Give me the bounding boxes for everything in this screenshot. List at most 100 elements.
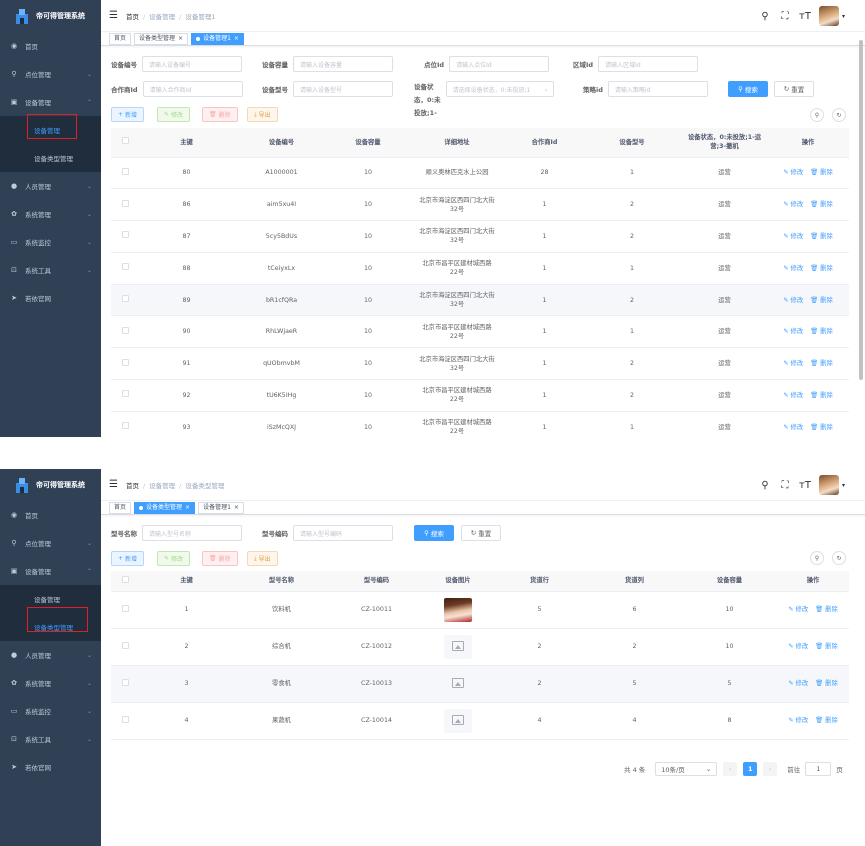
tag-device-management[interactable]: 设备管理1 ×: [198, 501, 244, 514]
tag-home[interactable]: 首页: [109, 32, 132, 45]
row-edit-link[interactable]: ✎ 修改: [788, 680, 808, 687]
page-size-select[interactable]: 10条/页 ⌄: [655, 762, 718, 776]
close-icon[interactable]: ×: [185, 503, 191, 511]
page-number-button[interactable]: 1: [743, 762, 758, 776]
delete-button[interactable]: 🗑 删除: [202, 107, 238, 122]
sidebar-item-system[interactable]: ✿ 系统管理 ⌄: [0, 200, 101, 228]
row-edit-link[interactable]: ✎ 修改: [783, 233, 803, 240]
status-select[interactable]: 请选择设备状态，0:未投放;1 ⌄: [445, 81, 554, 97]
row-edit-link[interactable]: ✎ 修改: [783, 265, 803, 272]
row-checkbox[interactable]: [121, 678, 129, 686]
sidebar-subitem-device-type[interactable]: 设备类型管理: [0, 144, 101, 172]
row-edit-link[interactable]: ✎ 修改: [783, 201, 803, 208]
sidebar-subitem-device-management[interactable]: 设备管理: [0, 585, 101, 613]
select-all-checkbox[interactable]: [121, 575, 129, 583]
select-all-checkbox[interactable]: [121, 137, 129, 145]
image-placeholder-icon[interactable]: [444, 708, 472, 733]
sidebar-item-device[interactable]: ▣ 设备管理 ⌃: [0, 557, 101, 585]
font-size-icon[interactable]: ᴛT: [799, 479, 811, 491]
fullscreen-icon[interactable]: ⛶: [781, 479, 789, 491]
row-checkbox[interactable]: [121, 358, 129, 366]
tag-device-type[interactable]: 设备类型管理 ×: [134, 501, 196, 514]
delete-button[interactable]: 🗑 删除: [202, 551, 238, 566]
sidebar-item-users[interactable]: ● 人员管理 ⌄: [0, 641, 101, 669]
sidebar-item-device[interactable]: ▣ 设备管理 ⌃: [0, 88, 101, 116]
sidebar-item-users[interactable]: ● 人员管理 ⌄: [0, 172, 101, 200]
row-delete-link[interactable]: 🗑 删除: [815, 643, 838, 650]
tag-home[interactable]: 首页: [109, 501, 132, 514]
row-checkbox[interactable]: [121, 422, 129, 430]
table-row[interactable]: 1 饮料机 CZ-10011 5 6 10 ✎ 修改 🗑 删除: [111, 591, 849, 629]
app-logo[interactable]: 帝可得管理系统: [0, 469, 101, 501]
row-delete-link[interactable]: 🗑 删除: [810, 360, 833, 367]
prev-page-button[interactable]: ‹: [723, 762, 738, 776]
search-button[interactable]: ⚲ 搜索: [414, 525, 454, 541]
close-icon[interactable]: ×: [233, 34, 239, 42]
model-name-input[interactable]: 请输入型号名称: [142, 525, 242, 541]
device-no-input[interactable]: 请输入设备编号: [142, 56, 242, 72]
row-edit-link[interactable]: ✎ 修改: [788, 606, 808, 613]
partner-id-input[interactable]: 请输入合作商Id: [142, 81, 243, 97]
table-row[interactable]: 80 A1000001 10 顺义奥林匹克水上公园 28 1 运营 ✎ 修改 🗑 删除: [111, 157, 849, 190]
table-row[interactable]: 93 iSzMcQXJ 10 北京市昌平区建材城西路22号 1 1 运营 ✎ 修改 🗑 删除: [111, 411, 849, 437]
model-input[interactable]: 请输入设备型号: [293, 81, 393, 97]
sidebar-item-system[interactable]: ✿ 系统管理 ⌄: [0, 669, 101, 697]
row-delete-link[interactable]: 🗑 删除: [810, 169, 833, 176]
search-toggle-button[interactable]: ⚲: [810, 551, 824, 565]
row-edit-link[interactable]: ✎ 修改: [783, 328, 803, 335]
sidebar-subitem-device-management[interactable]: 设备管理: [0, 116, 101, 144]
font-size-icon[interactable]: ᴛT: [799, 10, 811, 22]
reset-button[interactable]: ↻ 重置: [774, 81, 814, 97]
add-button[interactable]: + 新增: [111, 107, 144, 122]
breadcrumb-item[interactable]: 设备管理: [149, 12, 176, 21]
row-checkbox[interactable]: [121, 263, 129, 271]
row-edit-link[interactable]: ✎ 修改: [783, 297, 803, 304]
row-edit-link[interactable]: ✎ 修改: [783, 360, 803, 367]
row-edit-link[interactable]: ✎ 修改: [783, 392, 803, 399]
sidebar-item-home[interactable]: ◉ 首页: [0, 501, 101, 529]
search-button[interactable]: ⚲ 搜索: [728, 81, 768, 97]
tag-device-management[interactable]: 设备管理1 ×: [191, 32, 244, 45]
sidebar-item-location[interactable]: ⚲ 点位管理 ⌄: [0, 529, 101, 557]
table-row[interactable]: 3 零食机 CZ-10013 2 5 5 ✎ 修改 🗑 删除: [111, 665, 849, 703]
sidebar-item-tools[interactable]: ⊡ 系统工具 ⌄: [0, 725, 101, 753]
row-delete-link[interactable]: 🗑 删除: [815, 717, 838, 724]
tag-device-type[interactable]: 设备类型管理 ×: [134, 32, 189, 45]
breadcrumb-item[interactable]: 首页: [125, 481, 139, 490]
avatar[interactable]: [818, 475, 839, 495]
sidebar-item-website[interactable]: ➤ 若依官网: [0, 284, 101, 312]
image-placeholder-icon[interactable]: [444, 671, 472, 696]
refresh-button[interactable]: ↻: [832, 108, 846, 122]
sidebar-item-website[interactable]: ➤ 若依官网: [0, 753, 101, 781]
table-row[interactable]: 2 综合机 CZ-10012 2 2 10 ✎ 修改 🗑 删除: [111, 628, 849, 666]
breadcrumb-item[interactable]: 首页: [125, 12, 139, 21]
hamburger-icon[interactable]: ☰: [109, 479, 118, 490]
search-icon[interactable]: ⚲: [761, 479, 769, 491]
table-row[interactable]: 88 tCeiyxLx 10 北京市昌平区建材城西路22号 1 1 运营 ✎ 修改 🗑 删除: [111, 252, 849, 285]
row-checkbox[interactable]: [121, 199, 129, 207]
row-delete-link[interactable]: 🗑 删除: [810, 233, 833, 240]
sidebar-item-monitor[interactable]: ▭ 系统监控 ⌄: [0, 697, 101, 725]
row-delete-link[interactable]: 🗑 删除: [810, 297, 833, 304]
row-checkbox[interactable]: [121, 390, 129, 398]
next-page-button[interactable]: ›: [763, 762, 778, 776]
row-delete-link[interactable]: 🗑 删除: [810, 328, 833, 335]
reset-button[interactable]: ↻ 重置: [461, 525, 501, 541]
row-delete-link[interactable]: 🗑 删除: [815, 680, 838, 687]
caret-down-icon[interactable]: ▾: [841, 12, 845, 20]
edit-button[interactable]: ✎ 修改: [157, 107, 190, 122]
row-edit-link[interactable]: ✎ 修改: [788, 717, 808, 724]
edit-button[interactable]: ✎ 修改: [157, 551, 190, 566]
hamburger-icon[interactable]: ☰: [109, 10, 118, 21]
sidebar-item-tools[interactable]: ⊡ 系统工具 ⌄: [0, 256, 101, 284]
row-delete-link[interactable]: 🗑 删除: [815, 606, 838, 613]
scrollbar[interactable]: [859, 40, 863, 380]
refresh-button[interactable]: ↻: [832, 551, 846, 565]
export-button[interactable]: ⤓ 导出: [247, 107, 278, 122]
close-icon[interactable]: ×: [233, 503, 239, 511]
table-row[interactable]: 4 果蔬机 CZ-10014 4 4 8 ✎ 修改 🗑 删除: [111, 702, 849, 740]
row-checkbox[interactable]: [121, 715, 129, 723]
sidebar-subitem-device-type[interactable]: 设备类型管理: [0, 613, 101, 641]
table-row[interactable]: 87 5cy5BdUs 10 北京市海淀区西四门北大街32号 1 2 运营 ✎ 修改 🗑 删除: [111, 220, 849, 253]
model-code-input[interactable]: 请输入型号编码: [293, 525, 393, 541]
